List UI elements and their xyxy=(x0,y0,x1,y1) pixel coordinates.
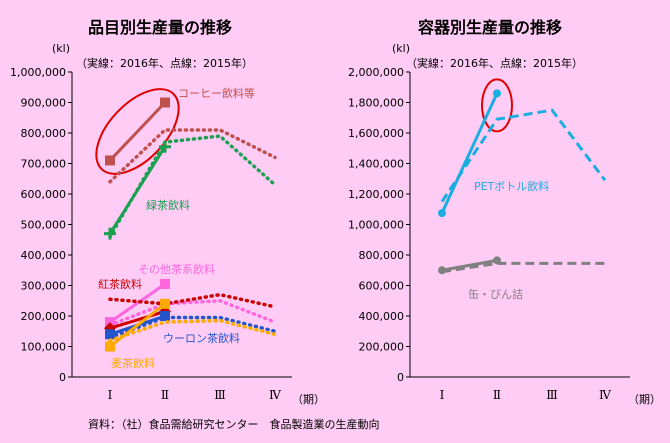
left-series-4-2016-point xyxy=(105,329,115,340)
left-y-tick-label: 500,000 xyxy=(21,219,67,232)
left-series-0-label: コーヒー飲料等 xyxy=(178,86,255,100)
right-x-unit: （期） xyxy=(628,393,661,406)
left-series-5-2016-line xyxy=(109,302,166,348)
left-x-tick-label: Ⅲ xyxy=(214,388,226,402)
left-y-tick-label: 700,000 xyxy=(21,158,67,171)
left-y-unit: (kl) xyxy=(52,42,70,55)
left-series-3-2015-line xyxy=(108,292,277,309)
right-highlight-ellipse xyxy=(481,78,513,133)
right-x-tick-label: Ⅳ xyxy=(599,388,612,402)
left-series-0-2015-line xyxy=(108,128,277,184)
left-series-3-2016-line xyxy=(109,309,166,330)
right-plot: 0 200,000 400,000 600,000 800,000 1,000,000 1,… xyxy=(348,66,630,402)
right-series-0-2016-point xyxy=(493,89,501,98)
right-y-tick-label: 800,000 xyxy=(359,249,405,262)
left-y-tick-label: 300,000 xyxy=(21,280,67,293)
left-y-tick-label: 800,000 xyxy=(21,127,67,140)
right-series-0-label: PETボトル飲料 xyxy=(474,179,549,193)
left-series-4-2015-line xyxy=(108,315,277,340)
left-series-1-2015-line xyxy=(108,134,277,239)
left-y-tick-label: 400,000 xyxy=(21,249,67,262)
right-series-1-2016-point xyxy=(438,266,446,275)
left-x-tick-label: Ⅱ xyxy=(161,388,169,402)
right-y-tick-label: 1,800,000 xyxy=(348,97,404,110)
right-x-tick-label: Ⅰ xyxy=(440,388,445,402)
right-series-1-label: 缶・びん詰 xyxy=(468,287,523,301)
left-y-tick-label: 200,000 xyxy=(21,310,67,323)
left-highlight-ellipse xyxy=(95,88,180,175)
right-series-0-2016-line xyxy=(440,92,499,214)
source-note: 資料：（社）食品需給研究センター 食品製造業の生産動向 xyxy=(88,417,380,431)
right-y-unit: (kl) xyxy=(392,42,410,55)
left-series-2-2016-line xyxy=(109,282,166,324)
left-chart-subtitle: （実線：2016年、点線：2015年） xyxy=(76,56,253,70)
left-series-3-label: 紅茶飲料 xyxy=(98,277,142,291)
left-series-0-2016-point xyxy=(105,155,115,166)
left-series-5-2015-line xyxy=(108,318,277,343)
right-y-tick-label: 200,000 xyxy=(359,341,405,354)
right-x-tick-label: Ⅱ xyxy=(493,388,501,402)
left-series-2-2015-line xyxy=(108,298,277,327)
right-chart-title: 容器別生産量の推移 xyxy=(417,18,562,37)
left-series-1-2016-point xyxy=(104,227,116,240)
left-series-2-label: その他茶系飲料 xyxy=(138,262,215,276)
right-series-1-2016-line xyxy=(441,258,498,272)
right-series-0-2015-line xyxy=(440,108,607,203)
right-y-tick-label: 1,000,000 xyxy=(348,219,404,232)
left-y-tick-label: 0 xyxy=(59,371,66,384)
right-y-tick-label: 600,000 xyxy=(359,280,405,293)
left-series-0-2016-line xyxy=(108,101,167,162)
right-y-tick-label: 400,000 xyxy=(359,310,405,323)
right-chart-subtitle: （実線：2016年、点線：2015年） xyxy=(406,56,583,70)
right-series-0-2016-point xyxy=(438,209,446,218)
left-series-5-2016-point xyxy=(105,341,115,352)
right-x-tick-label: Ⅲ xyxy=(546,388,558,402)
left-x-unit: （期） xyxy=(292,393,325,406)
left-series-1-2016-line xyxy=(108,145,167,235)
right-y-tick-label: 0 xyxy=(397,371,404,384)
left-series-4-label: ウーロン茶飲料 xyxy=(163,331,240,345)
left-chart-title: 品目別生産量の推移 xyxy=(88,18,232,37)
left-y-tick-label: 900,000 xyxy=(21,97,67,110)
left-y-tick-label: 1,000,000 xyxy=(10,66,66,79)
left-series-1-label: 緑茶飲料 xyxy=(146,198,190,212)
left-series-5-label: 麦茶飲料 xyxy=(111,356,155,370)
left-series-2-2016-point xyxy=(105,317,115,328)
left-series-5-2016-point xyxy=(160,298,170,309)
right-y-tick-label: 1,400,000 xyxy=(348,158,404,171)
left-plot: 0 100,000 200,000 300,000 400,000 500,000 600,… xyxy=(10,66,292,402)
right-y-tick-label: 1,600,000 xyxy=(348,127,404,140)
left-x-tick-label: Ⅰ xyxy=(108,388,113,402)
left-series-2-2016-point xyxy=(160,278,170,289)
left-y-tick-label: 100,000 xyxy=(21,341,67,354)
right-y-tick-label: 1,200,000 xyxy=(348,188,404,201)
left-y-tick-label: 600,000 xyxy=(21,188,67,201)
left-x-tick-label: Ⅳ xyxy=(269,388,282,402)
right-series-1-2016-point xyxy=(493,256,501,265)
left-series-1-2016-point xyxy=(159,140,171,153)
right-y-tick-label: 2,000,000 xyxy=(348,66,404,79)
left-series-4-2016-point xyxy=(160,311,170,321)
left-series-0-2016-point xyxy=(160,97,170,108)
